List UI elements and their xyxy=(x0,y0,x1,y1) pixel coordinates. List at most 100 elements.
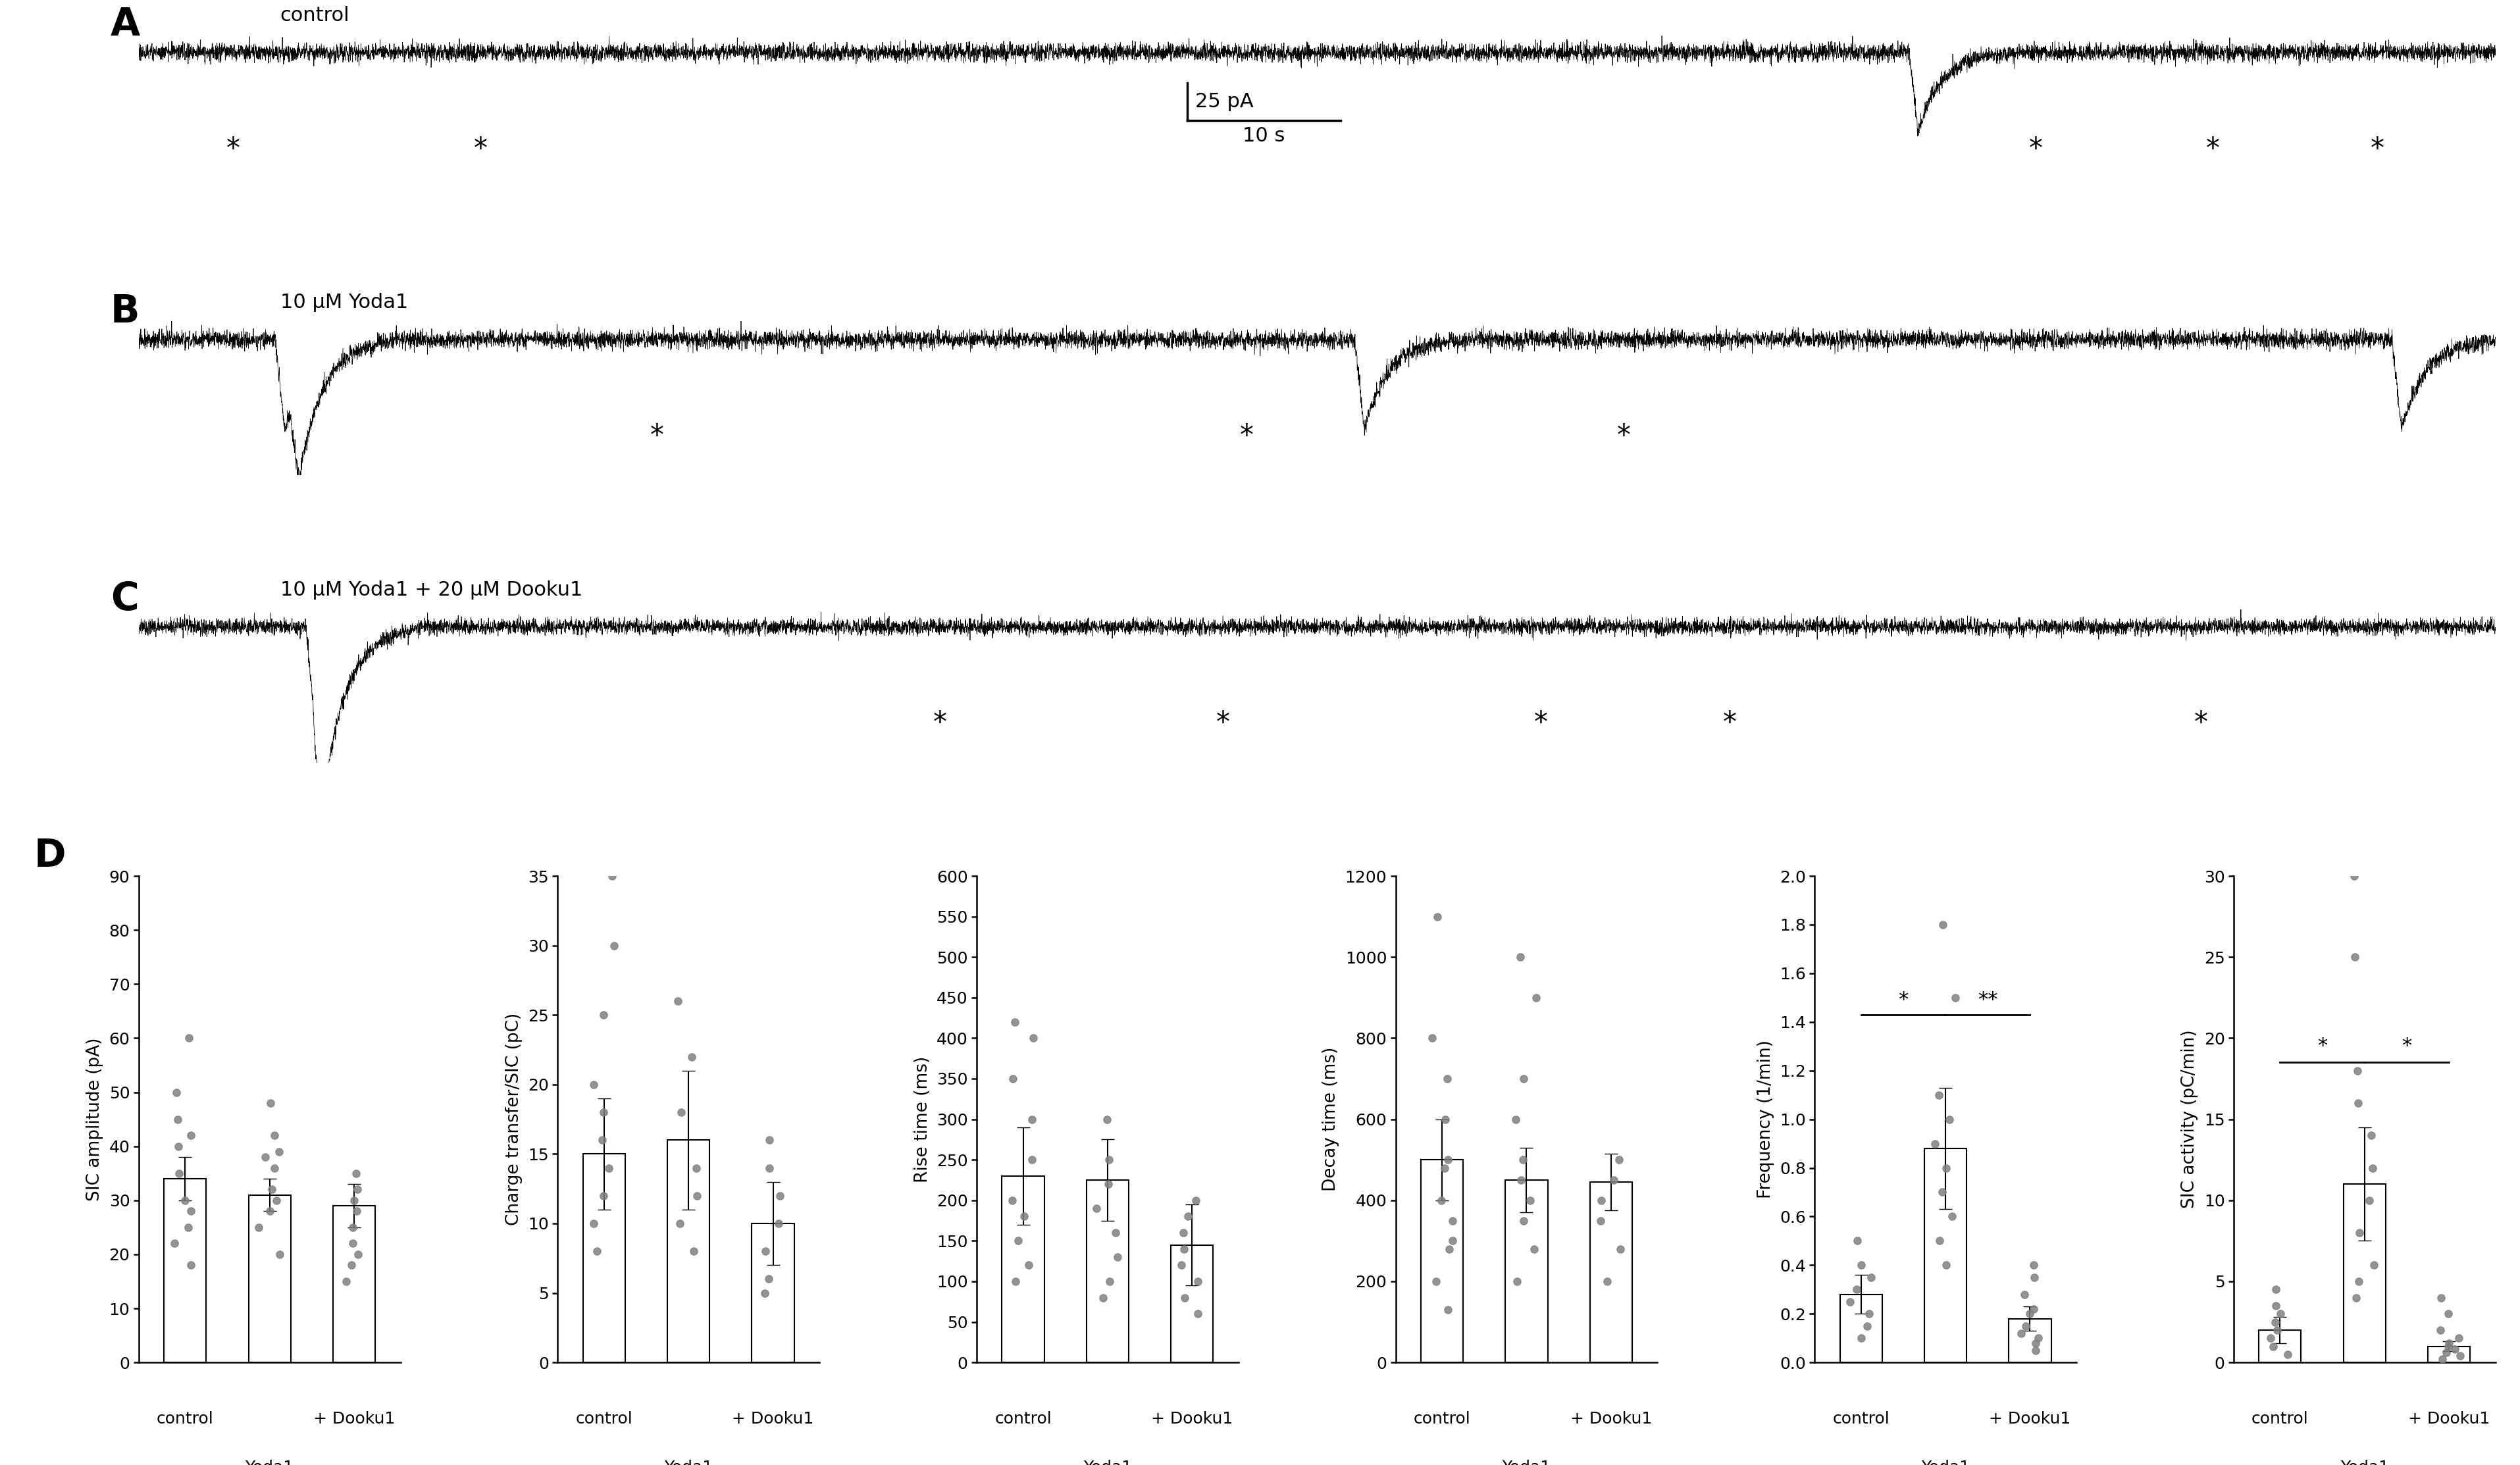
Point xyxy=(164,1188,204,1212)
Text: *: * xyxy=(2205,136,2220,163)
Bar xyxy=(668,1140,711,1362)
Bar xyxy=(2344,1184,2384,1362)
Bar xyxy=(333,1206,375,1362)
Point xyxy=(260,1140,300,1163)
Point xyxy=(998,1229,1038,1253)
Point xyxy=(1084,1286,1124,1310)
Point xyxy=(2437,1326,2477,1349)
Text: D: D xyxy=(33,837,66,875)
Point xyxy=(2429,1332,2470,1355)
Text: *: * xyxy=(2316,1037,2326,1056)
Point xyxy=(1494,1108,1535,1131)
Point xyxy=(993,1188,1033,1212)
Text: *: * xyxy=(2192,709,2208,737)
Point xyxy=(249,1200,290,1223)
Text: *: * xyxy=(474,136,486,163)
Point xyxy=(1918,1229,1958,1253)
Point xyxy=(1850,1266,1890,1289)
Text: C: C xyxy=(111,580,139,618)
Point xyxy=(2354,1254,2394,1277)
Point xyxy=(335,1188,375,1212)
Text: + Dooku1: + Dooku1 xyxy=(1152,1411,1232,1427)
Point xyxy=(1830,1289,1870,1313)
Point xyxy=(2336,1286,2376,1310)
Bar xyxy=(1086,1179,1129,1362)
Point xyxy=(1502,1149,1542,1172)
Point xyxy=(1076,1197,1116,1220)
Point xyxy=(1429,1298,1469,1321)
Point xyxy=(1089,1172,1129,1195)
Point xyxy=(1598,1149,1638,1172)
Point xyxy=(748,1156,789,1179)
Text: control: control xyxy=(156,1411,214,1427)
Point xyxy=(678,1184,718,1207)
Point xyxy=(1509,1188,1550,1212)
Point xyxy=(1593,1168,1633,1191)
Text: 10 s: 10 s xyxy=(1242,126,1285,145)
Point xyxy=(2255,1310,2296,1333)
Point xyxy=(1600,1238,1641,1261)
Point xyxy=(159,1134,199,1157)
Point xyxy=(2334,864,2374,888)
Y-axis label: Charge transfer/SIC (pC): Charge transfer/SIC (pC) xyxy=(504,1012,522,1226)
Bar xyxy=(2258,1330,2301,1362)
Text: A: A xyxy=(111,6,141,44)
Point xyxy=(333,1216,373,1239)
Point xyxy=(746,1239,786,1263)
Text: *: * xyxy=(2371,136,2384,163)
Text: + Dooku1: + Dooku1 xyxy=(1988,1411,2071,1427)
Point xyxy=(658,989,698,1012)
Text: + Dooku1: + Dooku1 xyxy=(312,1411,396,1427)
Point xyxy=(670,1045,711,1068)
Bar xyxy=(1000,1176,1043,1362)
Bar xyxy=(2427,1346,2470,1362)
Point xyxy=(2013,1266,2054,1289)
Point xyxy=(1426,1067,1467,1090)
Bar xyxy=(1504,1179,1547,1362)
Text: *: * xyxy=(2402,1037,2412,1056)
Y-axis label: SIC amplitude (pA): SIC amplitude (pA) xyxy=(86,1037,103,1201)
Point xyxy=(169,1216,209,1239)
Point xyxy=(1164,1220,1205,1244)
Point xyxy=(1164,1286,1205,1310)
Point xyxy=(2351,1156,2391,1179)
Point xyxy=(759,1184,799,1207)
Point xyxy=(2339,1091,2379,1115)
Point xyxy=(159,1108,199,1131)
Text: B: B xyxy=(111,293,139,331)
Bar xyxy=(1172,1245,1212,1362)
Text: control: control xyxy=(995,1411,1051,1427)
Bar xyxy=(582,1154,625,1362)
Text: 10 μM Yoda1 + 20 μM Dooku1: 10 μM Yoda1 + 20 μM Dooku1 xyxy=(280,580,582,599)
Point xyxy=(257,1188,297,1212)
Point xyxy=(1177,1302,1217,1326)
Text: + Dooku1: + Dooku1 xyxy=(731,1411,814,1427)
Point xyxy=(1094,1220,1134,1244)
Point xyxy=(1013,1027,1053,1050)
Point xyxy=(2255,1277,2296,1301)
Point xyxy=(1499,1168,1540,1191)
Point xyxy=(2013,1297,2054,1320)
Point xyxy=(1426,1149,1467,1172)
Y-axis label: SIC activity (pC/min): SIC activity (pC/min) xyxy=(2180,1030,2197,1209)
Text: control: control xyxy=(1414,1411,1469,1427)
Point xyxy=(572,1072,612,1096)
Point xyxy=(585,1100,625,1124)
Point xyxy=(2349,1188,2389,1212)
Text: 10 μM Yoda1: 10 μM Yoda1 xyxy=(280,293,408,312)
Point xyxy=(171,1124,212,1147)
Text: 25 pA: 25 pA xyxy=(1194,92,1252,111)
Point xyxy=(595,933,635,957)
Point xyxy=(743,1282,784,1305)
Point xyxy=(2016,1339,2056,1362)
Text: control: control xyxy=(280,6,350,25)
Text: *: * xyxy=(1898,990,1908,1009)
Point xyxy=(590,1156,630,1179)
Point xyxy=(2255,1318,2296,1342)
Point xyxy=(585,1004,625,1027)
Point xyxy=(1925,1156,1966,1179)
Point xyxy=(255,1156,295,1179)
Text: Yoda1: Yoda1 xyxy=(2339,1459,2389,1465)
Point xyxy=(1847,1314,1887,1338)
Point xyxy=(1497,1270,1537,1294)
